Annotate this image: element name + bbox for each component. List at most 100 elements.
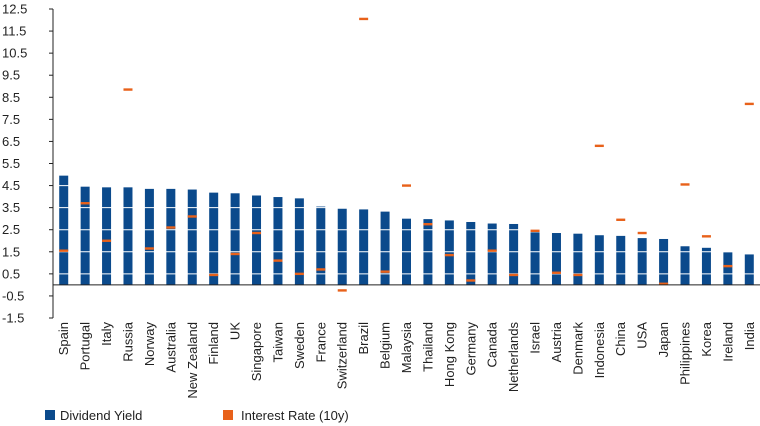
bar-dividend-yield [616,235,626,285]
marker-interest-rate [530,229,540,233]
y-tick-label: 2.5 [2,222,20,237]
bar-dividend-yield [659,238,669,285]
bar-dividend-yield [102,187,112,285]
x-tick-label: Russia [120,321,135,362]
y-tick-label: 5.5 [2,156,20,171]
x-tick-label: UK [228,322,243,340]
marker-interest-rate [380,270,390,273]
marker-interest-rate [294,272,304,276]
axis-layer [49,8,760,319]
marker-interest-rate [230,252,240,256]
x-tick-label: Hong Kong [442,322,457,387]
x-tick-label: Netherlands [506,322,521,393]
x-tick-label: France [313,322,328,362]
bar-dividend-yield [466,221,476,285]
marker-interest-rate [616,218,626,221]
bar-dividend-yield [380,211,390,285]
bar-dividend-yield [209,192,219,285]
marker-interest-rate [187,215,197,218]
marker-interest-rate [337,289,347,292]
y-tick-label: 0.5 [2,266,20,281]
bar-dividend-yield [59,175,69,285]
x-tick-label: Japan [656,322,671,357]
marker-interest-rate [423,223,433,226]
bar-dividend-yield [530,232,540,285]
bar-dividend-yield [487,223,497,285]
x-tick-label: Spain [56,322,71,355]
marker-interest-rate [166,226,176,229]
y-tick-labels: 12.5 11.5 10.5 9.5 8.5 7.5 6.5 5.5 4.5 3.5 2.5 1.5 0… [2,2,27,326]
bar-dividend-yield [80,186,90,285]
x-tick-label: Switzerland [335,322,350,389]
bar-dividend-yield [123,187,133,285]
x-tick-label: Belgium [378,322,393,369]
bar-dividend-yield [509,223,519,285]
x-tick-label: Sweden [292,322,307,369]
x-tick-labels: Spain Portugal Italy Russia Norway Australia N… [56,321,757,398]
marker-interest-rate [659,282,669,285]
legend-swatch-dividend-yield [45,410,55,420]
bar-dividend-yield [637,238,647,285]
legend-label-dividend-yield: Dividend Yield [60,408,142,423]
x-tick-label: Germany [463,322,478,376]
y-tick-label: 10.5 [2,46,27,61]
marker-interest-rate [123,88,133,91]
y-tick-label: 6.5 [2,134,20,149]
y-tick-label: 12.5 [2,2,27,17]
legend-label-interest-rate: Interest Rate (10y) [241,408,349,423]
bar-dividend-yield [273,197,283,285]
x-tick-label: Malaysia [399,321,414,373]
legend-swatch-interest-rate [223,410,233,420]
x-tick-label: Taiwan [270,322,285,362]
bar-dividend-yield [230,193,240,285]
marker-interest-rate [466,279,476,282]
x-tick-label: Ireland [720,322,735,362]
marker-interest-rate [102,239,112,242]
legend: Dividend Yield Interest Rate (10y) [45,408,349,423]
marker-interest-rate [509,273,519,277]
y-tick-label: 11.5 [2,24,26,39]
marker-interest-rate [402,184,411,187]
marker-interest-rate [144,247,154,250]
x-tick-label: Denmark [570,322,585,375]
marker-interest-rate [594,144,604,148]
x-tick-label: China [613,321,628,356]
x-tick-label: Thailand [420,322,435,372]
x-tick-label: New Zealand [185,322,200,399]
y-tick-label: 3.5 [2,200,20,215]
marker-interest-rate [573,273,583,277]
marker-interest-rate [273,259,283,262]
bar-dividend-yield [252,195,262,285]
y-tick-label: -0.5 [2,288,24,303]
marker-interest-rate [680,183,690,186]
y-tick-label: 7.5 [2,112,20,127]
x-tick-label: Brazil [356,322,371,355]
bar-dividend-yield [144,188,154,285]
x-tick-label: USA [635,322,650,349]
marker-interest-rate [444,253,454,257]
marker-interest-rate [551,271,561,274]
y-tick-label: 9.5 [2,68,20,83]
markers-layer [59,17,754,292]
bar-dividend-yield [444,220,454,285]
bar-dividend-yield [166,188,176,285]
x-tick-label: Italy [99,322,114,346]
x-tick-label: Canada [485,321,500,367]
bar-dividend-yield [723,252,733,285]
x-tick-label: India [742,321,757,350]
bar-dividend-yield [573,233,583,285]
bar-dividend-yield [551,233,561,285]
marker-interest-rate [487,249,497,252]
bar-dividend-yield [594,235,604,285]
bar-dividend-yield [701,247,711,285]
x-tick-label: Finland [206,322,221,365]
y-tick-label: 1.5 [2,244,20,259]
x-tick-label: Australia [163,321,178,372]
marker-interest-rate [59,249,69,252]
bar-dividend-yield [187,189,197,285]
bars-layer [59,175,754,285]
bar-dividend-yield [680,246,690,285]
bar-dividend-yield [744,254,754,285]
